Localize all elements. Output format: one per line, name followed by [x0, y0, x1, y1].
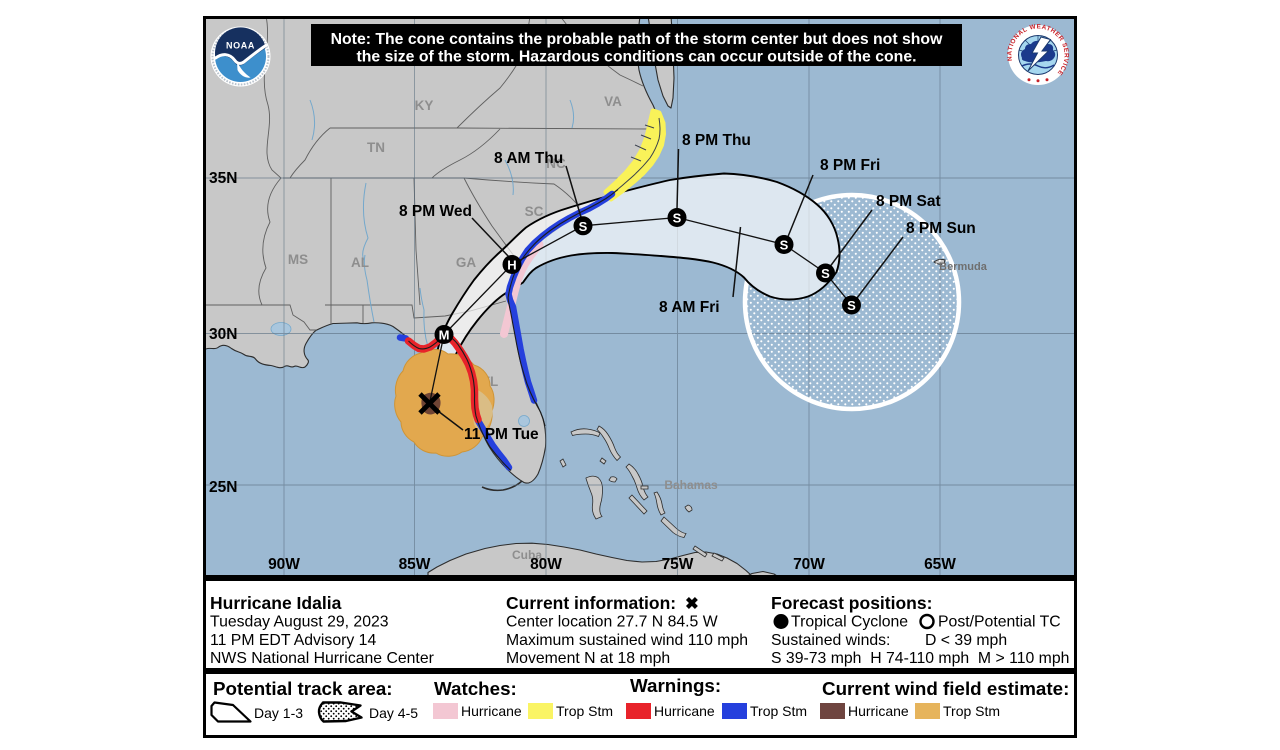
svg-text:Bahamas: Bahamas [664, 478, 718, 492]
svg-text:Tropical Cyclone: Tropical Cyclone [791, 614, 908, 631]
svg-text:Movement N at 18 mph: Movement N at 18 mph [506, 650, 670, 667]
svg-text:35N: 35N [209, 170, 237, 187]
svg-text:Tuesday August 29, 2023: Tuesday August 29, 2023 [210, 614, 389, 631]
svg-text:Trop Stm: Trop Stm [943, 703, 1000, 719]
svg-text:8 PM Wed: 8 PM Wed [399, 203, 472, 220]
svg-text:Hurricane: Hurricane [654, 703, 715, 719]
svg-text:Potential track area:: Potential track area: [213, 678, 393, 699]
svg-text:Day 4-5: Day 4-5 [369, 705, 418, 721]
svg-text:Hurricane: Hurricane [461, 703, 522, 719]
svg-text:M: M [439, 328, 450, 343]
svg-text:75W: 75W [662, 556, 694, 573]
svg-text:8 PM Sun: 8 PM Sun [906, 220, 976, 237]
svg-text:NWS National Hurricane Center: NWS National Hurricane Center [210, 650, 434, 667]
svg-text:Hurricane: Hurricane [848, 703, 909, 719]
svg-text:S: S [579, 219, 588, 234]
svg-text:D < 39 mph: D < 39 mph [925, 632, 1007, 649]
svg-text:Maximum sustained wind 110 mph: Maximum sustained wind 110 mph [506, 632, 748, 649]
svg-text:8 AM Thu: 8 AM Thu [494, 150, 563, 167]
svg-text:Hurricane Idalia: Hurricane Idalia [210, 593, 342, 613]
svg-text:Note: The cone contains the pr: Note: The cone contains the probable pat… [331, 31, 943, 48]
svg-text:the size of the storm. Hazardo: the size of the storm. Hazardous conditi… [357, 49, 917, 66]
svg-text:65W: 65W [924, 556, 956, 573]
svg-text:Cuba: Cuba [512, 548, 542, 562]
svg-text:85W: 85W [399, 556, 431, 573]
svg-text:Current information: ✖: Current information: ✖ [506, 593, 699, 613]
svg-text:80W: 80W [530, 556, 562, 573]
svg-text:Bermuda: Bermuda [939, 261, 988, 273]
svg-text:TN: TN [367, 140, 385, 155]
svg-text:KY: KY [415, 98, 434, 113]
svg-text:Day 1-3: Day 1-3 [254, 705, 303, 721]
svg-text:90W: 90W [268, 556, 300, 573]
svg-text:GA: GA [456, 255, 477, 270]
svg-text:11 PM EDT Advisory 14: 11 PM EDT Advisory 14 [210, 632, 376, 649]
svg-text:MS: MS [288, 252, 308, 267]
svg-text:8 PM Sat: 8 PM Sat [876, 193, 941, 210]
svg-text:S 39-73 mph H 74-110 mph M >: S 39-73 mph H 74-110 mph M > 110 mph [771, 650, 1069, 667]
svg-text:S: S [821, 266, 830, 281]
svg-text:11 PM Tue: 11 PM Tue [464, 426, 539, 443]
svg-text:Warnings:: Warnings: [630, 675, 721, 696]
svg-text:NOAA: NOAA [226, 41, 255, 51]
svg-text:AL: AL [351, 255, 369, 270]
svg-text:S: S [780, 238, 789, 253]
svg-text:Center location 27.7 N 84.5 W: Center location 27.7 N 84.5 W [506, 614, 718, 631]
svg-text:VA: VA [604, 94, 622, 109]
svg-text:25N: 25N [209, 479, 237, 496]
svg-text:70W: 70W [793, 556, 825, 573]
svg-text:30N: 30N [209, 326, 237, 343]
svg-text:S: S [847, 298, 856, 313]
svg-text:Sustained winds:: Sustained winds: [771, 632, 890, 649]
svg-text:Post/Potential TC: Post/Potential TC [938, 614, 1061, 631]
svg-text:Forecast positions:: Forecast positions: [771, 593, 932, 613]
svg-text:Watches:: Watches: [434, 678, 517, 699]
svg-text:H: H [507, 258, 516, 273]
svg-text:Current wind field estimate:: Current wind field estimate: [822, 678, 1069, 699]
svg-text:SC: SC [525, 204, 544, 219]
svg-text:8 PM Thu: 8 PM Thu [682, 132, 751, 149]
svg-text:NC: NC [546, 156, 566, 171]
svg-text:8 PM Fri: 8 PM Fri [820, 157, 880, 174]
svg-text:8 AM Fri: 8 AM Fri [659, 299, 720, 316]
svg-text:Trop Stm: Trop Stm [556, 703, 613, 719]
svg-text:S: S [673, 211, 682, 226]
svg-text:Trop Stm: Trop Stm [750, 703, 807, 719]
